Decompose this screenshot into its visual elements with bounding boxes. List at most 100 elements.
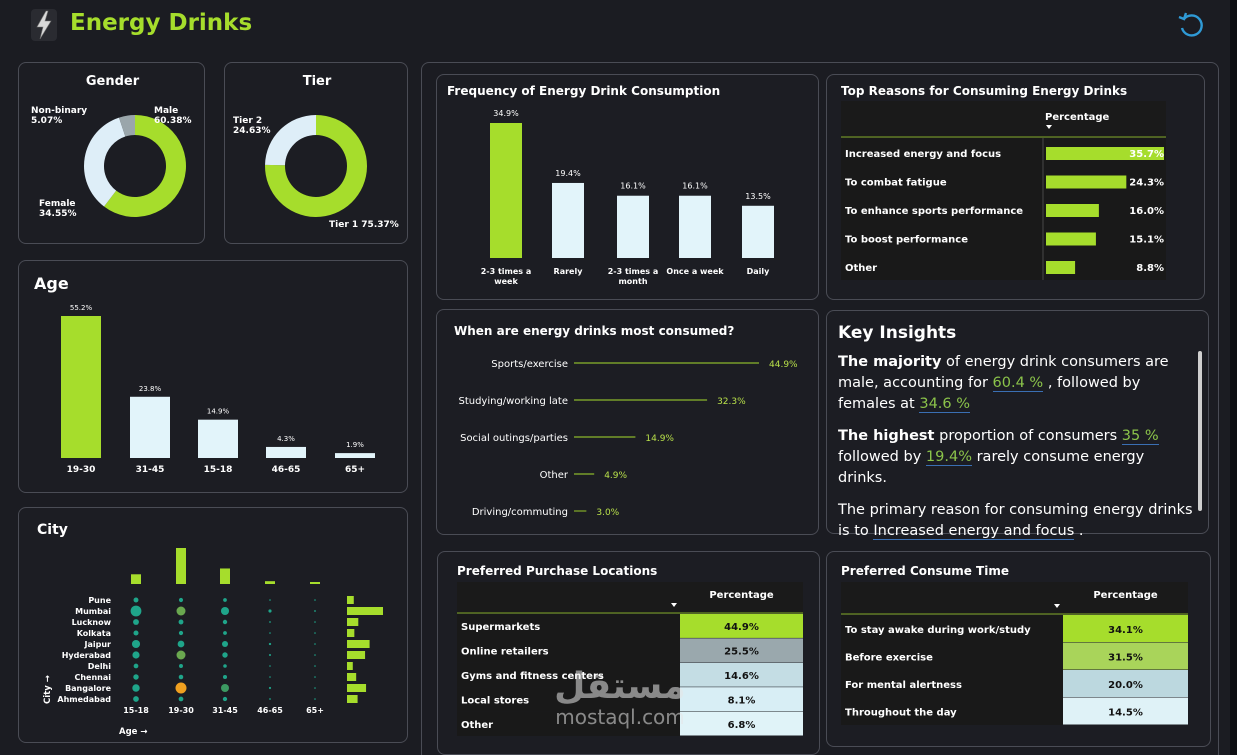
donut-slice-male	[104, 115, 186, 217]
tier-title: Tier	[302, 74, 332, 89]
undo-arrow-icon[interactable]	[1176, 10, 1206, 40]
tier-donut-chart: Tier 1 75.37% Tier 224.63%	[233, 115, 399, 230]
city-dot	[314, 632, 316, 634]
city-age-tick: 65+	[306, 706, 324, 715]
city-dot	[223, 631, 227, 635]
table-heat-cell	[680, 662, 803, 687]
city-dot	[133, 619, 139, 625]
city-dot	[133, 630, 139, 636]
times-title: Preferred Consume Time	[841, 564, 1009, 578]
city-dot	[269, 632, 271, 634]
table-row-label: Supermarkets	[461, 622, 540, 633]
locations-card: Preferred Purchase Locations Percentage S…	[437, 551, 820, 755]
gender-label-non-binary: 5.07%	[31, 116, 62, 126]
city-dot	[314, 621, 316, 623]
city-dot	[269, 665, 271, 667]
table-row-label: Other	[461, 720, 493, 731]
reason-bar	[1046, 175, 1127, 189]
reason-bar	[1046, 204, 1099, 217]
table-heat-cell	[680, 711, 803, 736]
city-dot	[269, 676, 271, 678]
frequency-bar	[490, 123, 522, 258]
city-card: City Pune Mumbai Lucknow Kolkata Jaipur Hyder…	[18, 507, 408, 743]
city-total-bar	[347, 607, 383, 615]
reasons-title: Top Reasons for Consuming Energy Drinks	[841, 84, 1128, 98]
frequency-data-label: 13.5%	[745, 192, 771, 201]
when-lollipop-chart: Sports/exercise 44.9% Studying/working lat…	[458, 359, 798, 518]
reason-label: Increased energy and focus	[845, 149, 1001, 160]
reasons-column-header: Percentage	[1045, 112, 1110, 123]
when-title: When are energy drinks most consumed?	[454, 324, 735, 338]
insight-reason: The primary reason for consuming energy …	[838, 502, 1193, 540]
table-column-header: Percentage	[1093, 590, 1158, 601]
gender-label-female: Female	[39, 199, 76, 209]
city-dot	[130, 605, 142, 617]
table-heat-cell	[680, 638, 803, 663]
city-dot	[269, 621, 271, 623]
reason-bar	[1046, 232, 1096, 246]
city-dot	[177, 640, 185, 648]
insights-scrollbar[interactable]	[1198, 351, 1202, 511]
city-dot	[269, 698, 271, 700]
city-dot	[222, 674, 228, 680]
city-dot	[133, 663, 139, 669]
reason-label: To boost performance	[845, 235, 968, 246]
city-age-total-bar	[176, 548, 186, 584]
table-heat-cell	[680, 614, 803, 638]
city-label: Hyderabad	[62, 651, 112, 660]
reason-value: 35.7%	[1129, 149, 1164, 160]
donut-slice-tier-2	[265, 115, 316, 166]
city-age-tick: 31-45	[212, 706, 238, 715]
city-dot	[178, 619, 184, 625]
table-row-bg	[841, 615, 1063, 643]
age-bar-chart: 55.2% 19-30 23.8% 31-45 14.9% 15-18 4.3% 46-65 1…	[61, 304, 375, 475]
table-row-bg	[841, 697, 1063, 725]
when-value: 32.3%	[717, 397, 746, 407]
locations-title: Preferred Purchase Locations	[457, 564, 658, 578]
reasons-header-bg	[841, 101, 1166, 137]
insight-frequency: The highest proportion of consumers 35 %…	[838, 428, 1159, 486]
city-age-total-bar	[310, 582, 320, 584]
city-total-bar	[347, 640, 370, 648]
frequency-bar	[617, 195, 649, 258]
watermark: مستقل mostaql.com	[540, 668, 700, 729]
sort-arrow-icon	[1054, 604, 1060, 608]
city-total-bar	[347, 596, 354, 604]
right-scroll-rail[interactable]	[1230, 0, 1237, 755]
gender-card: Gender Male 60.38% Female 34.55% Non-binary 5…	[18, 62, 205, 244]
frequency-bar	[552, 182, 584, 258]
city-dot	[314, 676, 316, 678]
frequency-tick-label: Daily	[747, 267, 771, 276]
city-dot	[178, 696, 184, 702]
reason-value: 24.3%	[1129, 178, 1164, 189]
city-age-tick: 15-18	[123, 706, 149, 715]
when-category-label: Sports/exercise	[491, 359, 568, 370]
reason-label: To enhance sports performance	[845, 206, 1023, 217]
city-total-bar	[347, 684, 367, 692]
table-row-value: 8.1%	[728, 695, 756, 706]
donut-slice-female	[84, 117, 126, 207]
when-value: 4.9%	[604, 471, 627, 481]
city-age-total-bar	[265, 581, 275, 584]
table-row-label: To stay awake during work/study	[845, 625, 1031, 636]
city-dot	[221, 684, 229, 692]
table-row-value: 14.6%	[724, 671, 759, 682]
donut-slice-non-binary	[119, 115, 135, 137]
table-row-bg	[457, 687, 680, 712]
city-dot	[178, 674, 184, 680]
tier-card: Tier Tier 1 75.37% Tier 2 24.63%	[224, 62, 408, 244]
city-total-bar	[347, 673, 357, 681]
table-heat-cell	[680, 687, 803, 712]
city-age-total-bar	[131, 574, 141, 584]
table-row-bg	[457, 638, 680, 663]
city-dot	[220, 606, 230, 616]
city-dot	[314, 610, 316, 612]
when-category-label: Driving/commuting	[472, 507, 568, 518]
table-row-label: Local stores	[461, 695, 529, 706]
table-row-value: 25.5%	[724, 647, 759, 658]
city-age-dot-matrix: Pune Mumbai Lucknow Kolkata Jaipur Hyderabad D…	[43, 548, 383, 737]
age-data-label: 23.8%	[139, 385, 162, 393]
city-label: Pune	[88, 596, 111, 605]
lightning-bolt-icon	[31, 9, 57, 41]
reason-bar	[1046, 261, 1076, 274]
